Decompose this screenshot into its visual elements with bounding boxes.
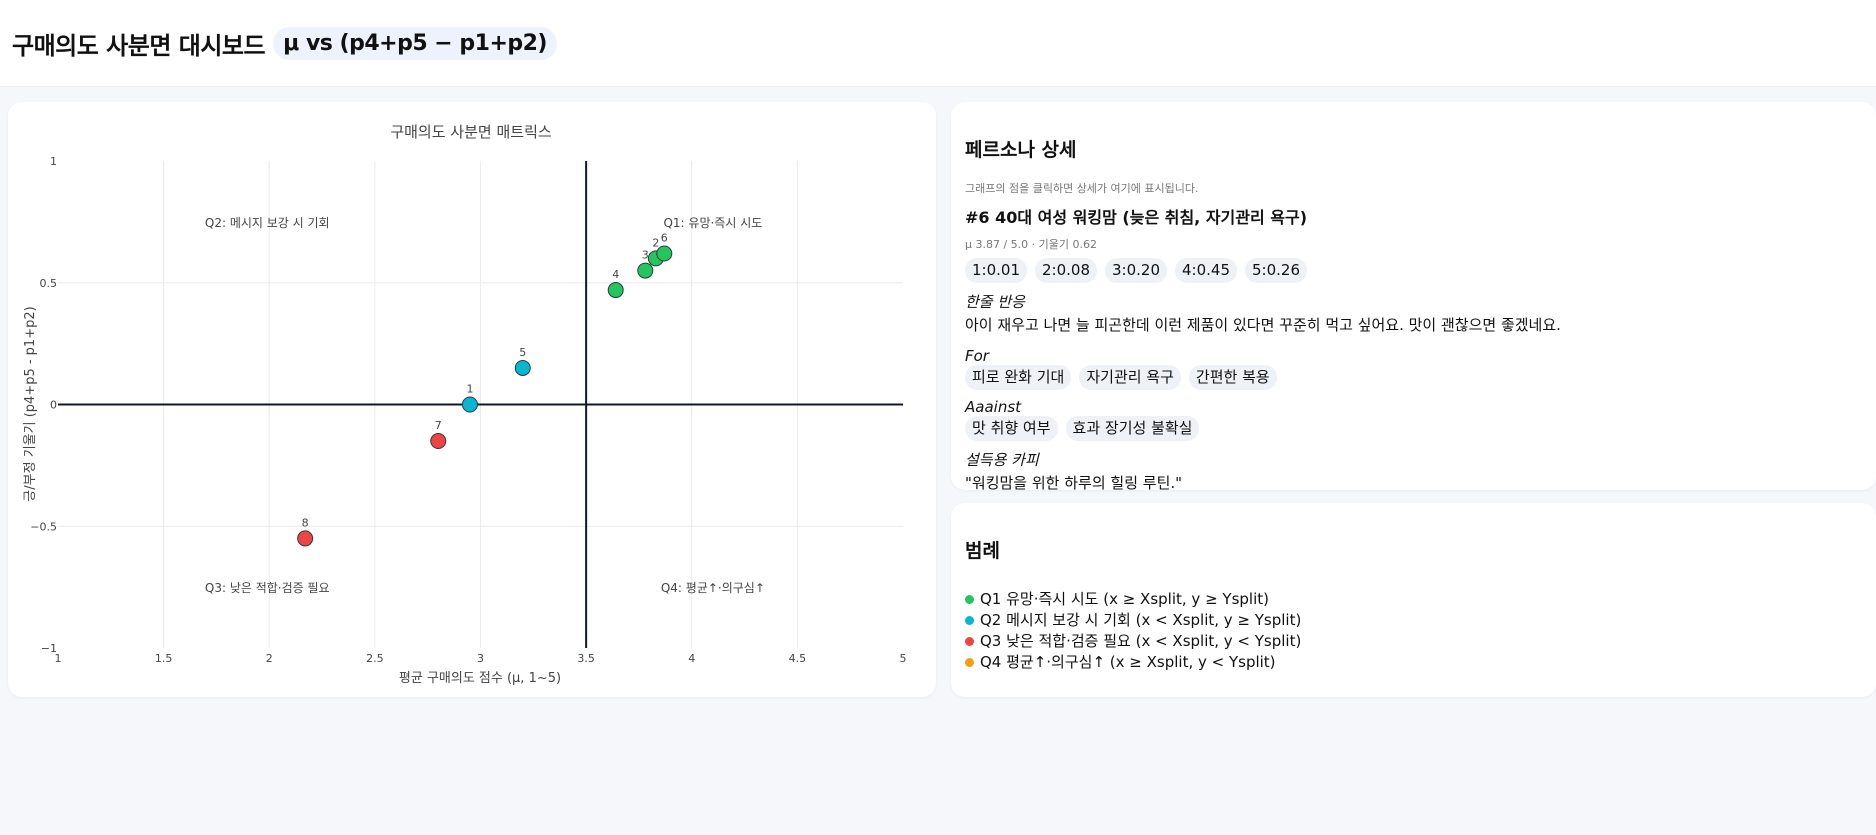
distribution-chip: 3:0.20 bbox=[1105, 258, 1167, 283]
svg-text:0: 0 bbox=[50, 399, 57, 412]
detail-hint: 그래프의 점을 클릭하면 상세가 여기에 표시됩니다. bbox=[965, 182, 1199, 195]
data-point-3[interactable]: 3 bbox=[637, 249, 654, 279]
svg-text:4: 4 bbox=[612, 268, 619, 281]
svg-text:0.5: 0.5 bbox=[40, 277, 58, 290]
x-axis-ticks: 1 1.5 2 2.5 3 3.5 4 4.5 5 bbox=[55, 652, 907, 665]
svg-text:1: 1 bbox=[466, 383, 473, 396]
svg-text:−0.5: −0.5 bbox=[30, 520, 57, 533]
data-point-4[interactable]: 4 bbox=[607, 268, 624, 299]
svg-text:4.5: 4.5 bbox=[789, 652, 807, 665]
against-chip: 맛 취향 여부 bbox=[965, 416, 1058, 441]
green-dot-icon bbox=[965, 595, 974, 604]
legend-item-q3: Q3 낮은 적합·검증 필요 (x < Xsplit, y < Ysplit) bbox=[965, 631, 1862, 652]
copy-label: 설득용 카피 bbox=[965, 451, 1039, 469]
svg-text:8: 8 bbox=[302, 516, 309, 529]
svg-text:Q2: 메시지 보강 시 기회: Q2: 메시지 보강 시 기회 bbox=[205, 216, 330, 230]
copy-text: "워킹맘을 위한 하루의 힐링 루틴." bbox=[965, 474, 1183, 492]
chart-card: 구매의도 사분면 매트릭스 1 1.5 2 2.5 3 3.5 4 4.5 5 1 0.5 0 −0.… bbox=[8, 102, 936, 697]
page-header: 구매의도 사분면 대시보드 μ vs (p4+p5 − p1+p2) bbox=[0, 0, 1876, 87]
for-chips: 피로 완화 기대 자기관리 욕구 간편한 복용 bbox=[965, 365, 1862, 390]
against-chips: 맛 취향 여부 효과 장기성 불확실 bbox=[965, 416, 1862, 441]
data-point-6[interactable]: 6 bbox=[656, 232, 673, 262]
legend-list: Q1 유망·즉시 시도 (x ≥ Xsplit, y ≥ Ysplit) Q2 … bbox=[965, 589, 1862, 673]
against-chip: 효과 장기성 불확실 bbox=[1065, 416, 1200, 441]
svg-text:2.5: 2.5 bbox=[366, 652, 384, 665]
distribution-chip: 2:0.08 bbox=[1035, 258, 1097, 283]
chart-title: 구매의도 사분면 매트릭스 bbox=[390, 123, 552, 141]
data-point-7[interactable]: 7 bbox=[430, 419, 447, 450]
legend-label: Q1 유망·즉시 시도 (x ≥ Xsplit, y ≥ Ysplit) bbox=[980, 590, 1269, 608]
data-point-5[interactable]: 5 bbox=[514, 346, 531, 376]
svg-text:5: 5 bbox=[519, 346, 526, 359]
data-point-1[interactable]: 1 bbox=[461, 383, 478, 413]
y-axis-ticks: 1 0.5 0 −0.5 −1 bbox=[30, 155, 57, 655]
legend-item-q4: Q4 평균↑·의구심↑ (x ≥ Xsplit, y < Ysplit) bbox=[965, 652, 1862, 673]
svg-text:1: 1 bbox=[50, 155, 57, 168]
orange-dot-icon bbox=[965, 658, 974, 667]
svg-text:5: 5 bbox=[900, 652, 907, 665]
dashboard-title: 구매의도 사분면 대시보드 bbox=[12, 31, 266, 60]
quadrant-annotations: Q1: 유망·즉시 시도 Q2: 메시지 보강 시 기회 Q3: 낮은 적합·검증 … bbox=[205, 216, 765, 595]
split-lines bbox=[58, 161, 903, 648]
svg-text:6: 6 bbox=[661, 232, 668, 245]
svg-text:1: 1 bbox=[55, 652, 62, 665]
distribution-chip: 5:0.26 bbox=[1245, 258, 1307, 283]
legend-item-q2: Q2 메시지 보강 시 기회 (x < Xsplit, y ≥ Ysplit) bbox=[965, 610, 1862, 631]
legend-card: 범례 Q1 유망·즉시 시도 (x ≥ Xsplit, y ≥ Ysplit) … bbox=[951, 503, 1876, 697]
distribution-chips: 1:0.01 2:0.08 3:0.20 4:0.45 5:0.26 bbox=[965, 258, 1862, 283]
legend-label: Q2 메시지 보강 시 기회 (x < Xsplit, y ≥ Ysplit) bbox=[980, 611, 1302, 629]
svg-text:7: 7 bbox=[435, 419, 442, 432]
persona-meta: μ 3.87 / 5.0 · 기울기 0.62 bbox=[965, 238, 1098, 251]
svg-text:Q3: 낮은 적합·검증 필요: Q3: 낮은 적합·검증 필요 bbox=[205, 581, 330, 595]
formula-pill: μ vs (p4+p5 − p1+p2) bbox=[273, 26, 557, 60]
legend-label: Q4 평균↑·의구심↑ (x ≥ Xsplit, y < Ysplit) bbox=[980, 653, 1276, 671]
reaction-text: 아이 재우고 나면 늘 피곤한데 이런 제품이 있다면 꾸준히 먹고 싶어요. … bbox=[965, 316, 1561, 334]
svg-text:2: 2 bbox=[266, 652, 273, 665]
x-axis-label: 평균 구매의도 점수 (μ, 1~5) bbox=[399, 671, 561, 686]
legend-item-q1: Q1 유망·즉시 시도 (x ≥ Xsplit, y ≥ Ysplit) bbox=[965, 589, 1862, 610]
cyan-dot-icon bbox=[965, 616, 974, 625]
page-title: 구매의도 사분면 대시보드 μ vs (p4+p5 − p1+p2) bbox=[12, 26, 557, 61]
distribution-chip: 4:0.45 bbox=[1175, 258, 1237, 283]
svg-text:2: 2 bbox=[652, 236, 659, 249]
red-dot-icon bbox=[965, 637, 974, 646]
legend-label: Q3 낮은 적합·검증 필요 (x < Xsplit, y < Ysplit) bbox=[980, 632, 1302, 650]
distribution-chip: 1:0.01 bbox=[965, 258, 1027, 283]
for-chip: 간편한 복용 bbox=[1188, 365, 1277, 390]
against-label: Aaainst bbox=[965, 398, 1022, 416]
for-label: For bbox=[965, 347, 989, 365]
svg-text:3: 3 bbox=[642, 249, 649, 262]
persona-title: #6 40대 여성 워킹맘 (늦은 취침, 자기관리 욕구) bbox=[965, 208, 1308, 227]
svg-text:−1: −1 bbox=[41, 642, 57, 655]
svg-text:3.5: 3.5 bbox=[577, 652, 595, 665]
svg-text:1.5: 1.5 bbox=[155, 652, 173, 665]
reaction-label: 한줄 반응 bbox=[965, 293, 1025, 311]
y-axis-label: 긍/부정 기울기 (p4+p5 - p1+p2) bbox=[23, 306, 38, 501]
svg-text:Q4: 평균↑·의구심↑: Q4: 평균↑·의구심↑ bbox=[661, 581, 765, 595]
for-chip: 피로 완화 기대 bbox=[965, 365, 1072, 390]
persona-detail-card: 페르소나 상세 그래프의 점을 클릭하면 상세가 여기에 표시됩니다. #6 4… bbox=[951, 102, 1876, 492]
data-point-8[interactable]: 8 bbox=[297, 516, 314, 547]
legend-title: 범례 bbox=[965, 540, 1000, 562]
for-chip: 자기관리 욕구 bbox=[1079, 365, 1181, 390]
svg-text:4: 4 bbox=[688, 652, 695, 665]
svg-text:3: 3 bbox=[477, 652, 484, 665]
quadrant-scatter-chart[interactable]: 구매의도 사분면 매트릭스 1 1.5 2 2.5 3 3.5 4 4.5 5 1 0.5 0 −0.… bbox=[8, 102, 936, 697]
detail-title: 페르소나 상세 bbox=[965, 139, 1077, 161]
svg-text:Q1: 유망·즉시 시도: Q1: 유망·즉시 시도 bbox=[663, 216, 762, 230]
